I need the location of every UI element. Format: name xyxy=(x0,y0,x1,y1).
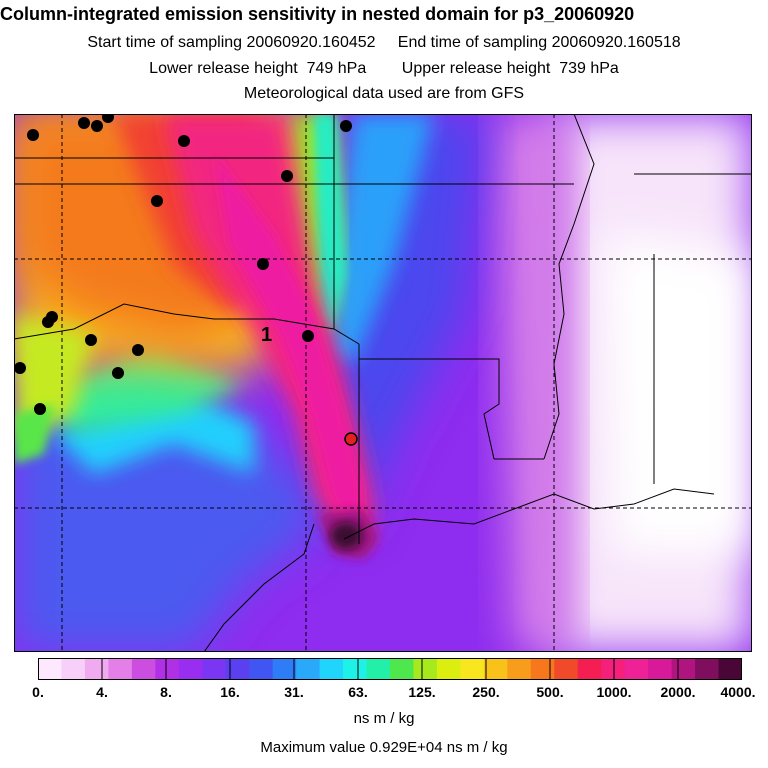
sensitivity-map: 1 xyxy=(14,114,752,652)
sampling-time-line: Start time of sampling 20060920.160452 E… xyxy=(87,34,681,51)
colorbar-swatch xyxy=(319,658,344,680)
particle-marker xyxy=(112,367,124,379)
colorbar-swatch xyxy=(131,658,156,680)
particle-marker xyxy=(281,170,293,182)
particle-marker xyxy=(151,195,163,207)
colorbar-swatch xyxy=(249,658,274,680)
particle-markers xyxy=(14,114,352,415)
particle-marker xyxy=(85,334,97,346)
plot-title: Column-integrated emission sensitivity i… xyxy=(0,4,635,24)
receptor-marker xyxy=(344,432,358,446)
particle-marker xyxy=(91,120,103,132)
particle-marker xyxy=(302,330,314,342)
colorbar-swatch xyxy=(624,658,649,680)
colorbar-swatch xyxy=(648,658,673,680)
colorbar-swatch xyxy=(460,658,485,680)
colorbar-tick-label: 8. xyxy=(160,684,172,700)
colorbar-swatch xyxy=(178,658,203,680)
colorbar-swatch xyxy=(84,658,109,680)
colorbar-swatch xyxy=(38,658,63,680)
colorbar-tick-labels: 0. 4. 8. 16. 31. 63. 125. 250. 500. 1000. 2000. 400… xyxy=(0,684,768,704)
colorbar-swatch xyxy=(413,658,438,680)
colorbar-swatch xyxy=(507,658,532,680)
boundary-lines xyxy=(14,114,752,652)
colorbar-tick-label: 1000. xyxy=(596,684,632,700)
maximum-value: Maximum value 0.929E+04 ns m / kg xyxy=(260,739,508,756)
emission-sensitivity-field xyxy=(14,114,752,652)
colorbar-swatch xyxy=(483,658,508,680)
cluster-label: 1 xyxy=(261,324,272,346)
colorbar-swatch xyxy=(155,658,180,680)
particle-marker xyxy=(34,403,46,415)
colorbar-swatch xyxy=(108,658,133,680)
colorbar-tick-label: 250. xyxy=(472,684,500,700)
colorbar-swatch xyxy=(61,658,86,680)
colorbar-swatch xyxy=(272,658,297,680)
colorbar-swatch xyxy=(202,658,227,680)
colorbar-swatch xyxy=(436,658,461,680)
colorbar-swatch xyxy=(343,658,368,680)
colorbar-swatch xyxy=(530,658,555,680)
particle-marker xyxy=(14,362,26,374)
colorbar-swatch xyxy=(695,658,720,680)
colorbar-swatch xyxy=(671,658,696,680)
particle-marker xyxy=(27,129,39,141)
colorbar-tick-label: 63. xyxy=(348,684,368,700)
colorbar-tick-label: 4. xyxy=(96,684,108,700)
met-data-line: Meteorological data used are from GFS xyxy=(243,85,525,102)
colorbar-swatch xyxy=(718,658,742,680)
colorbar-tick-label: 4000. xyxy=(720,684,756,700)
colorbar-tick-label: 125. xyxy=(408,684,436,700)
colorbar-swatch xyxy=(225,658,250,680)
colorbar-swatch xyxy=(390,658,415,680)
colorbar-tick-label: 500. xyxy=(536,684,564,700)
colorbar-frame xyxy=(38,658,742,680)
colorbar-swatch xyxy=(296,658,321,680)
colorbar-swatch xyxy=(366,658,391,680)
particle-marker xyxy=(42,316,54,328)
colorbar-tick-label: 2000. xyxy=(660,684,696,700)
particle-marker xyxy=(102,114,114,123)
grid-lines xyxy=(14,114,752,652)
particle-marker xyxy=(132,344,144,356)
particle-marker xyxy=(178,135,190,147)
colorbar-swatch xyxy=(554,658,579,680)
colorbar-units: ns m / kg xyxy=(353,710,415,727)
particle-marker xyxy=(340,120,352,132)
particle-marker xyxy=(78,117,90,129)
colorbar-tick-label: 31. xyxy=(284,684,304,700)
particle-marker xyxy=(257,258,269,270)
colorbar-tick-label: 0. xyxy=(32,684,44,700)
colorbar-swatch xyxy=(577,658,602,680)
release-height-line: Lower release height 749 hPa Upper relea… xyxy=(149,60,619,77)
colorbar-swatch xyxy=(601,658,626,680)
colorbar xyxy=(38,658,742,680)
colorbar-tick-label: 16. xyxy=(220,684,240,700)
